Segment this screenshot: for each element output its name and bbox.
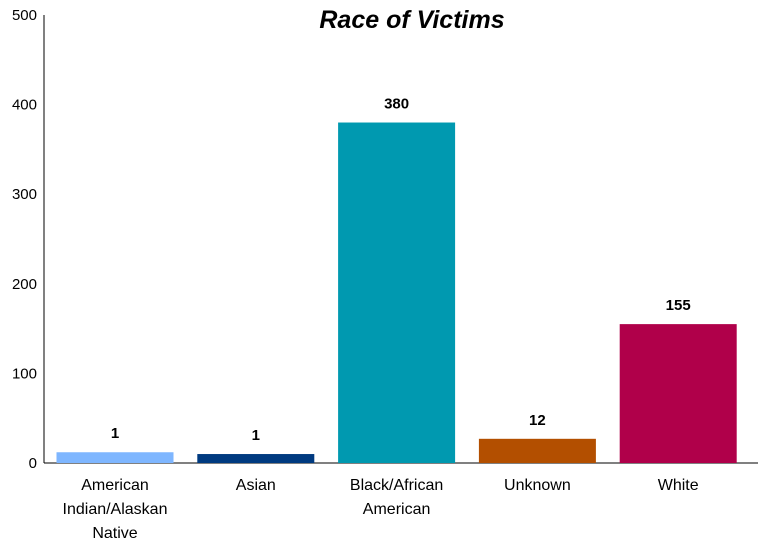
bar — [197, 454, 315, 463]
data-label: 12 — [529, 412, 546, 429]
bars — [56, 122, 737, 464]
y-tick-labels: 0 100 200 300 400 500 — [12, 7, 37, 472]
chart-title: Race of Victims — [319, 6, 504, 34]
category-label: American — [81, 477, 149, 494]
category-label: Native — [92, 525, 137, 541]
category-label: American — [363, 501, 431, 518]
data-label: 1 — [111, 425, 119, 442]
category-label: Black/African — [350, 477, 443, 494]
y-tick-label: 100 — [12, 365, 37, 382]
y-tick-label: 500 — [12, 7, 37, 24]
data-labels: 1 1 380 12 155 — [111, 96, 691, 445]
y-tick-label: 400 — [12, 97, 37, 114]
data-label: 1 — [252, 427, 260, 444]
category-label: White — [658, 477, 699, 494]
category-label: Indian/Alaskan — [63, 501, 168, 518]
y-tick-label: 0 — [29, 455, 37, 472]
data-label: 155 — [666, 297, 691, 314]
bar — [338, 122, 456, 464]
bar — [619, 324, 737, 463]
bar — [478, 438, 596, 463]
y-tick-label: 200 — [12, 276, 37, 293]
category-label: Unknown — [504, 477, 571, 494]
category-labels: American Indian/Alaskan Native Asian Black/A… — [63, 477, 699, 541]
bar — [56, 452, 174, 463]
y-tick-label: 300 — [12, 186, 37, 203]
data-label: 380 — [384, 96, 409, 113]
category-label: Asian — [236, 477, 276, 494]
